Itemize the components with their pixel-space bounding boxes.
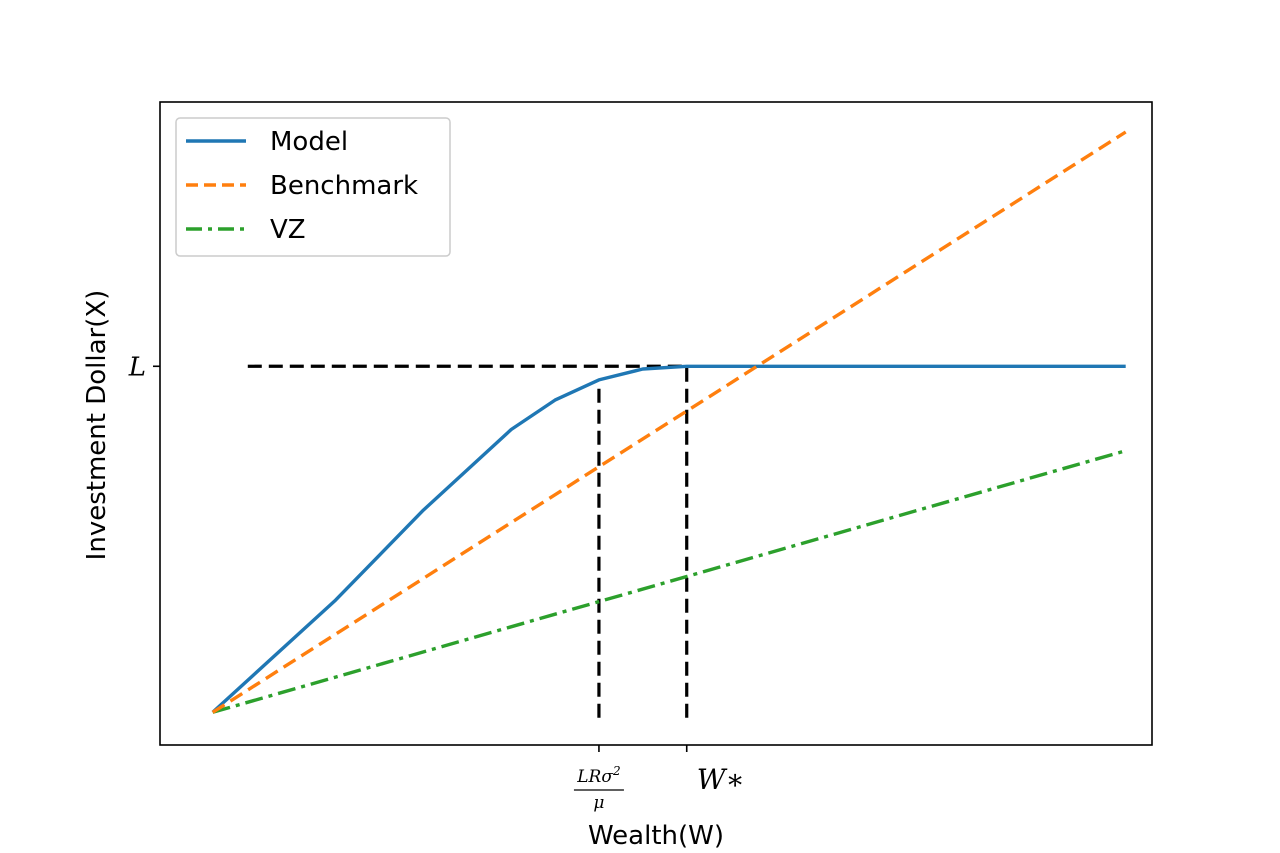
- legend-label-model: Model: [270, 127, 348, 157]
- y-tick-label: L: [128, 352, 146, 382]
- legend: Model Benchmark VZ: [175, 117, 451, 257]
- series-line-benchmark: [211, 130, 1127, 714]
- x-tick-label: W∗: [697, 763, 745, 796]
- fraction-numerator: LRσ2: [576, 764, 620, 787]
- legend-label-benchmark: Benchmark: [270, 171, 418, 201]
- fraction-superscript: 2: [612, 764, 621, 778]
- x-axis-label: Wealth(W): [588, 821, 724, 851]
- series-line-vz: [212, 449, 1127, 714]
- plot-lines: [211, 130, 1127, 718]
- axis-ticks: L LRσ2 μ W∗: [128, 352, 745, 813]
- fraction-denominator: μ: [593, 793, 604, 813]
- legend-box: [175, 117, 451, 257]
- axes-frame: [159, 101, 1153, 746]
- y-axis-label: Investment Dollar(X): [82, 290, 112, 561]
- x-tick-label-fraction: LRσ2 μ: [573, 764, 624, 813]
- series-line-model: [211, 364, 1126, 714]
- legend-label-vz: VZ: [270, 215, 306, 245]
